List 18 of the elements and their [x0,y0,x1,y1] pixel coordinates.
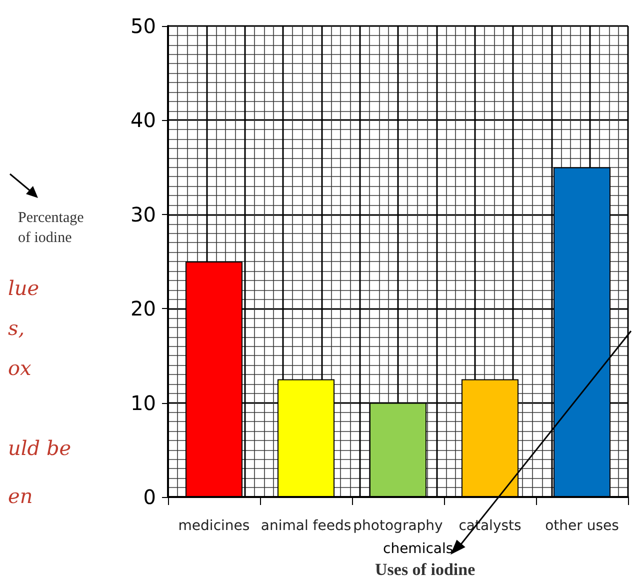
x-tick-label: other uses [545,518,619,534]
text: chemicals [383,541,454,557]
y-tick-label: 50 [130,14,156,38]
text: ox [8,356,32,380]
y-tick-label: 40 [130,108,156,132]
x-tick-label: animal feeds [260,518,352,534]
y-tick-label: 10 [130,390,156,415]
y-tick-label: 0 [143,485,156,509]
x-tick-label: medicines [178,518,250,534]
text: uld be [8,436,72,460]
y-axis-title: Percentage of iodine [18,210,84,246]
text: s, [8,316,25,340]
y-tick-label: 20 [130,296,156,321]
text: lue [8,276,40,300]
text: en [8,484,33,508]
y-tick-label: 30 [130,202,156,226]
x-axis-title: Uses of iodine [375,560,476,579]
x-tick-label: photography [353,518,443,534]
